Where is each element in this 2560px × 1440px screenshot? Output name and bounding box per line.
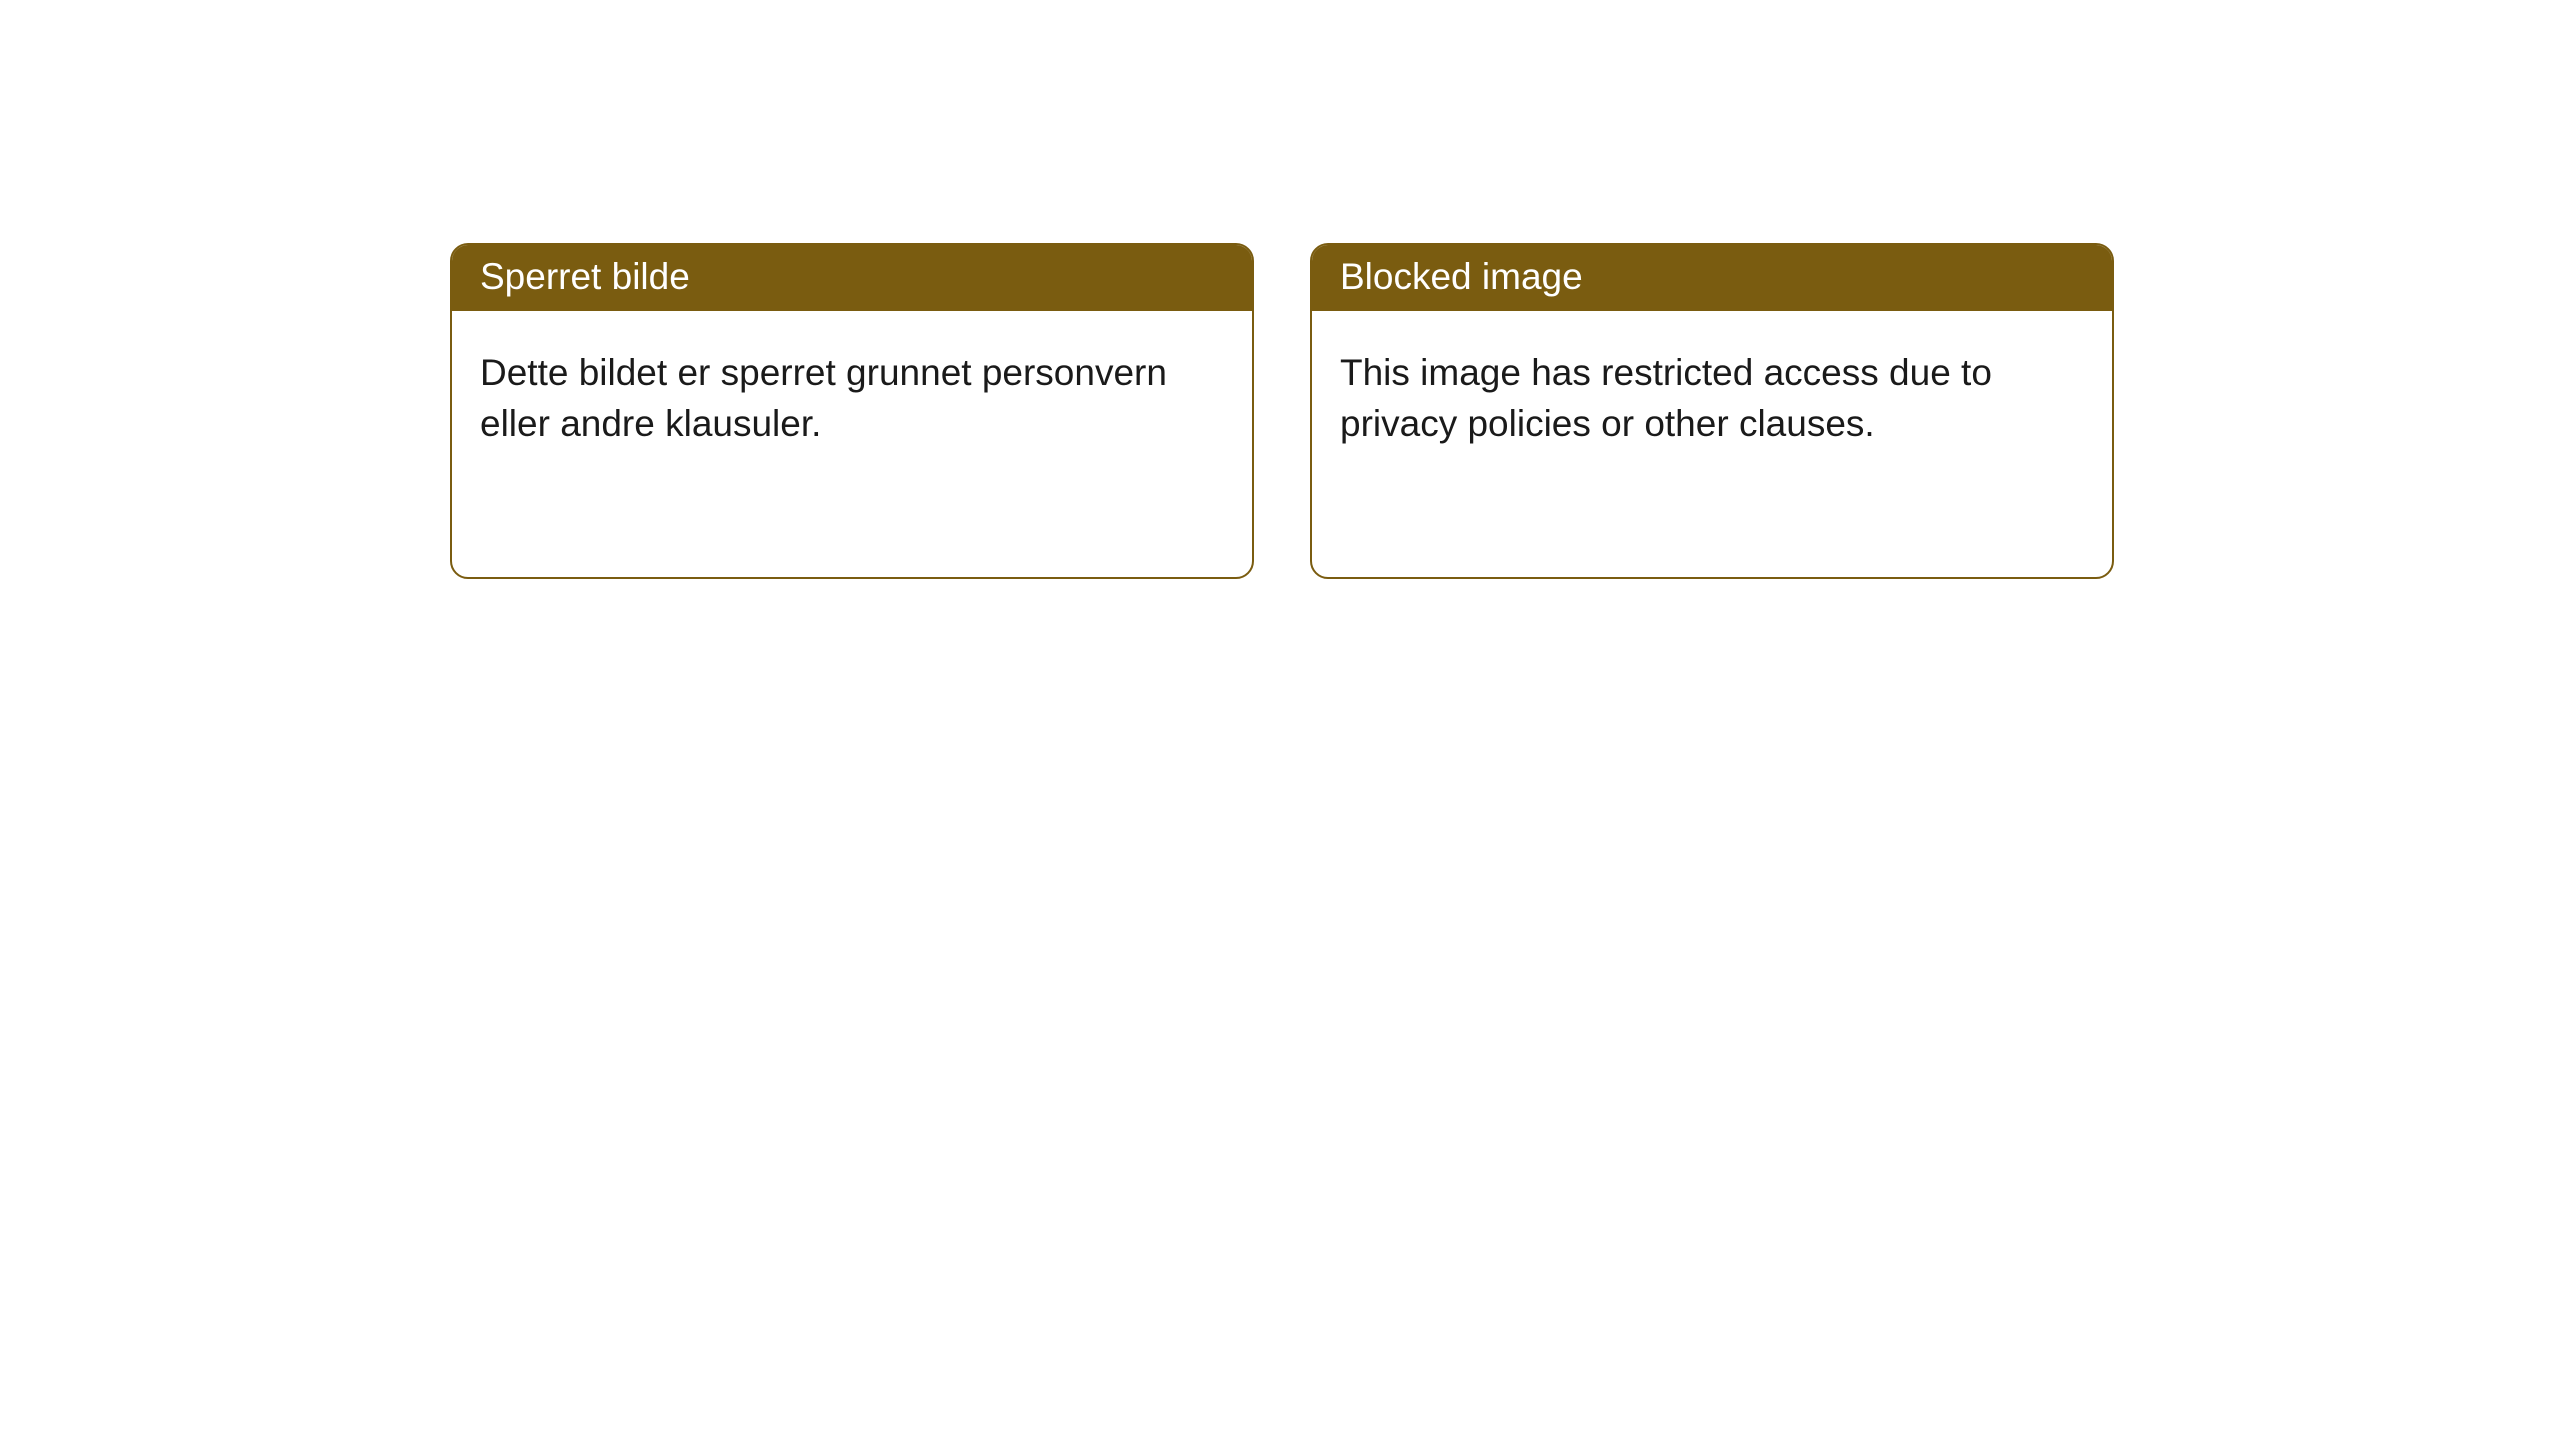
card-body-text: Dette bildet er sperret grunnet personve… [480, 352, 1167, 444]
card-body: This image has restricted access due to … [1312, 311, 2112, 485]
blocked-image-notice-no: Sperret bilde Dette bildet er sperret gr… [450, 243, 1254, 579]
card-title: Sperret bilde [480, 256, 690, 297]
notice-cards-row: Sperret bilde Dette bildet er sperret gr… [450, 243, 2114, 579]
card-body: Dette bildet er sperret grunnet personve… [452, 311, 1252, 485]
blocked-image-notice-en: Blocked image This image has restricted … [1310, 243, 2114, 579]
card-header: Blocked image [1312, 245, 2112, 311]
card-body-text: This image has restricted access due to … [1340, 352, 1992, 444]
card-title: Blocked image [1340, 256, 1583, 297]
card-header: Sperret bilde [452, 245, 1252, 311]
